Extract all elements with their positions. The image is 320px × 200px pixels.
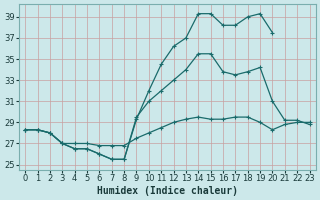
- X-axis label: Humidex (Indice chaleur): Humidex (Indice chaleur): [97, 186, 238, 196]
